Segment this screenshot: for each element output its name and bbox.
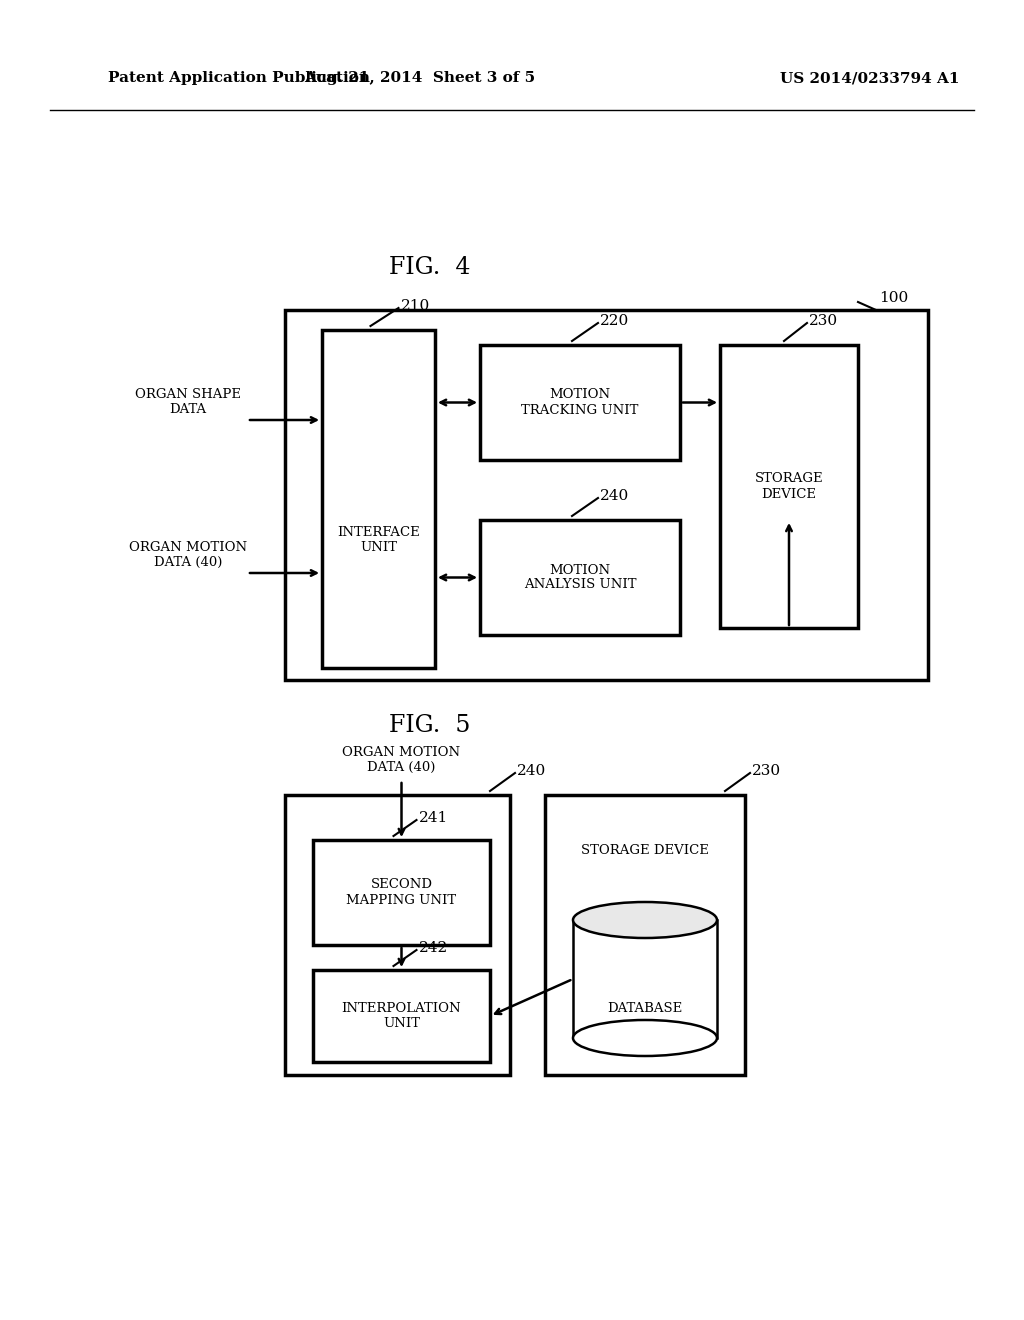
Text: MOTION
TRACKING UNIT: MOTION TRACKING UNIT — [521, 388, 639, 417]
Text: 230: 230 — [809, 314, 838, 327]
Bar — [285, 795, 510, 1074]
Text: ORGAN SHAPE
DATA: ORGAN SHAPE DATA — [135, 388, 241, 416]
Text: FIG.  4: FIG. 4 — [389, 256, 471, 280]
Text: 220: 220 — [600, 314, 630, 327]
Text: Patent Application Publication: Patent Application Publication — [108, 71, 370, 84]
Text: 230: 230 — [752, 764, 781, 777]
Text: ORGAN MOTION
DATA (40): ORGAN MOTION DATA (40) — [342, 746, 461, 774]
Text: 241: 241 — [419, 810, 447, 825]
Text: FIG.  5: FIG. 5 — [389, 714, 471, 738]
Text: STORAGE
DEVICE: STORAGE DEVICE — [755, 473, 823, 500]
Text: 242: 242 — [419, 941, 447, 954]
Bar — [313, 970, 490, 1063]
Text: MOTION
ANALYSIS UNIT: MOTION ANALYSIS UNIT — [523, 564, 636, 591]
Bar — [285, 310, 928, 680]
Text: DATABASE: DATABASE — [607, 1002, 683, 1015]
Bar — [573, 920, 717, 1038]
Text: US 2014/0233794 A1: US 2014/0233794 A1 — [780, 71, 959, 84]
Text: INTERFACE
UNIT: INTERFACE UNIT — [337, 525, 420, 553]
Bar — [720, 345, 858, 628]
Ellipse shape — [573, 902, 717, 939]
Text: 240: 240 — [600, 488, 630, 503]
Text: Aug. 21, 2014  Sheet 3 of 5: Aug. 21, 2014 Sheet 3 of 5 — [304, 71, 536, 84]
Text: STORAGE DEVICE: STORAGE DEVICE — [581, 843, 709, 857]
Bar — [313, 840, 490, 945]
Bar — [480, 345, 680, 459]
Bar — [480, 520, 680, 635]
Text: ORGAN MOTION
DATA (40): ORGAN MOTION DATA (40) — [129, 541, 247, 569]
Text: 100: 100 — [879, 290, 908, 305]
Text: 240: 240 — [517, 764, 546, 777]
Bar — [322, 330, 435, 668]
Text: 210: 210 — [400, 300, 430, 313]
Ellipse shape — [573, 1020, 717, 1056]
Bar — [545, 795, 745, 1074]
Text: INTERPOLATION
UNIT: INTERPOLATION UNIT — [342, 1002, 462, 1030]
Text: SECOND
MAPPING UNIT: SECOND MAPPING UNIT — [346, 879, 457, 907]
